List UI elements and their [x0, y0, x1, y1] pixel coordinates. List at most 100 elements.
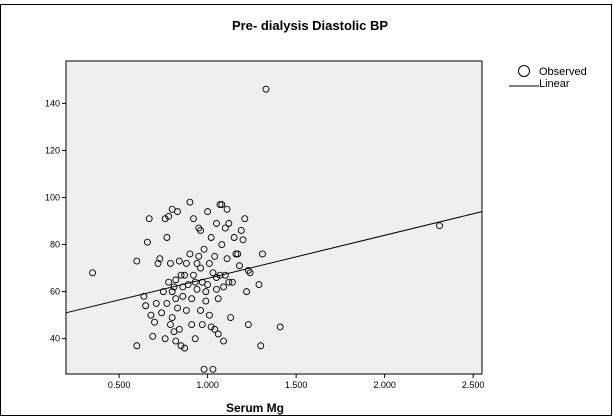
- data-point: [205, 311, 213, 319]
- data-point: [207, 234, 215, 241]
- data-point: [158, 309, 166, 317]
- linear-fit-line: [65, 211, 483, 314]
- data-point: [151, 318, 158, 326]
- data-point: [214, 295, 222, 303]
- data-point: [234, 250, 242, 258]
- data-point: [182, 259, 190, 267]
- axis-ticks: 0.500 1.000 1.500 2.000 2.500 40 60 80 100 120 140: [45, 98, 484, 390]
- data-point: [156, 255, 164, 263]
- data-point: [172, 295, 180, 303]
- data-point: [198, 321, 206, 329]
- y-tick-label: 40: [50, 334, 60, 344]
- data-point: [228, 278, 236, 286]
- data-point: [186, 250, 194, 258]
- data-point: [177, 342, 185, 350]
- data-point: [259, 250, 266, 258]
- data-point: [165, 212, 173, 220]
- data-point: [165, 278, 173, 286]
- data-point: [213, 219, 220, 227]
- data-point: [246, 269, 254, 277]
- data-point: [191, 278, 199, 286]
- data-point: [255, 281, 263, 289]
- data-point: [211, 252, 219, 260]
- data-point: [204, 208, 212, 216]
- data-point: [237, 226, 245, 234]
- data-point: [205, 259, 213, 267]
- data-point: [174, 208, 181, 216]
- x-tick-label: 2.500: [462, 380, 485, 390]
- data-point: [218, 201, 226, 209]
- data-point: [152, 299, 160, 307]
- data-point: [89, 269, 97, 277]
- data-point: [200, 365, 208, 373]
- data-point: [243, 288, 251, 296]
- data-point: [163, 234, 171, 241]
- data-point: [159, 288, 167, 296]
- chart-title: Pre- dialysis Diastolic BP: [232, 18, 388, 33]
- data-point: [149, 332, 157, 340]
- data-point: [216, 201, 224, 209]
- data-point: [225, 278, 233, 286]
- data-point: [220, 337, 227, 345]
- data-point: [213, 285, 220, 293]
- data-point: [225, 219, 233, 227]
- data-point: [166, 259, 174, 267]
- data-point: [191, 335, 199, 343]
- data-point: [216, 271, 224, 279]
- data-point: [133, 342, 141, 350]
- data-points: [89, 85, 443, 373]
- legend-observed-marker: [518, 65, 530, 77]
- y-tick-label: 140: [45, 98, 60, 108]
- data-point: [172, 276, 180, 284]
- data-point: [220, 283, 227, 291]
- data-point: [244, 321, 252, 329]
- data-point: [262, 85, 270, 93]
- data-point: [174, 304, 181, 312]
- data-point: [143, 238, 151, 246]
- y-tick-label: 120: [45, 145, 60, 155]
- data-point: [230, 234, 238, 241]
- data-point: [168, 314, 176, 321]
- data-point: [202, 297, 210, 305]
- data-point: [188, 321, 196, 329]
- data-point: [207, 323, 215, 331]
- data-point: [188, 295, 196, 303]
- data-point: [209, 365, 217, 373]
- data-point: [232, 250, 240, 258]
- y-tick-label: 80: [50, 240, 60, 250]
- data-point: [436, 222, 443, 230]
- data-point: [182, 307, 190, 314]
- data-point: [175, 257, 183, 265]
- data-point: [193, 259, 201, 267]
- data-point: [145, 215, 153, 223]
- data-point: [147, 311, 155, 319]
- data-point: [190, 271, 197, 279]
- x-tick-label: 0.500: [108, 380, 131, 390]
- data-point: [218, 241, 226, 249]
- data-point: [200, 245, 208, 253]
- data-point: [197, 264, 204, 272]
- data-point: [239, 236, 247, 244]
- data-point: [227, 314, 235, 321]
- data-point: [211, 325, 219, 333]
- data-point: [209, 269, 217, 277]
- data-point: [161, 335, 169, 343]
- x-axis-title: Serum Mg: [226, 401, 284, 415]
- data-point: [186, 198, 194, 206]
- data-point: [168, 288, 176, 296]
- y-tick-label: 100: [45, 192, 60, 202]
- data-point: [179, 292, 187, 300]
- fit-line-group: [65, 211, 483, 314]
- data-point: [221, 224, 229, 232]
- data-point: [170, 283, 178, 291]
- data-point: [197, 226, 204, 234]
- data-point: [140, 292, 148, 300]
- data-point: [193, 285, 201, 293]
- data-point: [142, 302, 150, 310]
- data-point: [172, 337, 180, 345]
- y-tick-label: 60: [50, 287, 60, 297]
- data-point: [177, 271, 185, 279]
- data-point: [190, 215, 197, 223]
